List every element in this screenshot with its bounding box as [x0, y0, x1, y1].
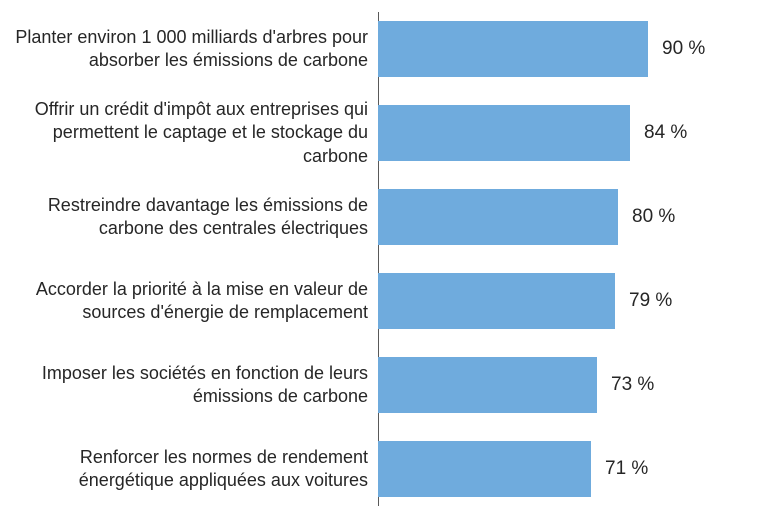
bar: [378, 189, 618, 245]
bar: [378, 441, 591, 497]
bar-value: 80 %: [632, 206, 675, 228]
bar-area: 71 %: [378, 441, 758, 497]
chart-rows: Planter environ 1 000 milliards d'arbres…: [8, 12, 758, 506]
bar-value: 79 %: [629, 290, 672, 312]
bar: [378, 21, 648, 77]
bar-label: Restreindre davantage les émissions de c…: [8, 194, 378, 241]
chart-row: Renforcer les normes de rendement énergé…: [8, 432, 758, 506]
bar-value: 90 %: [662, 38, 705, 60]
chart-row: Offrir un crédit d'impôt aux entreprises…: [8, 96, 758, 170]
bar-label: Renforcer les normes de rendement énergé…: [8, 446, 378, 493]
horizontal-bar-chart: Planter environ 1 000 milliards d'arbres…: [8, 12, 758, 506]
chart-row: Imposer les sociétés en fonction de leur…: [8, 348, 758, 422]
bar-area: 73 %: [378, 357, 758, 413]
bar: [378, 105, 630, 161]
bar-value: 71 %: [605, 458, 648, 480]
y-axis-line: [378, 12, 379, 506]
bar-label: Accorder la priorité à la mise en valeur…: [8, 278, 378, 325]
bar-label: Planter environ 1 000 milliards d'arbres…: [8, 26, 378, 73]
chart-row: Planter environ 1 000 milliards d'arbres…: [8, 12, 758, 86]
chart-row: Restreindre davantage les émissions de c…: [8, 180, 758, 254]
bar-label: Imposer les sociétés en fonction de leur…: [8, 362, 378, 409]
bar: [378, 357, 597, 413]
bar-area: 79 %: [378, 273, 758, 329]
bar-area: 80 %: [378, 189, 758, 245]
bar-value: 73 %: [611, 374, 654, 396]
chart-row: Accorder la priorité à la mise en valeur…: [8, 264, 758, 338]
bar-value: 84 %: [644, 122, 687, 144]
bar-area: 84 %: [378, 105, 758, 161]
bar-area: 90 %: [378, 21, 758, 77]
bar-label: Offrir un crédit d'impôt aux entreprises…: [8, 98, 378, 168]
bar: [378, 273, 615, 329]
